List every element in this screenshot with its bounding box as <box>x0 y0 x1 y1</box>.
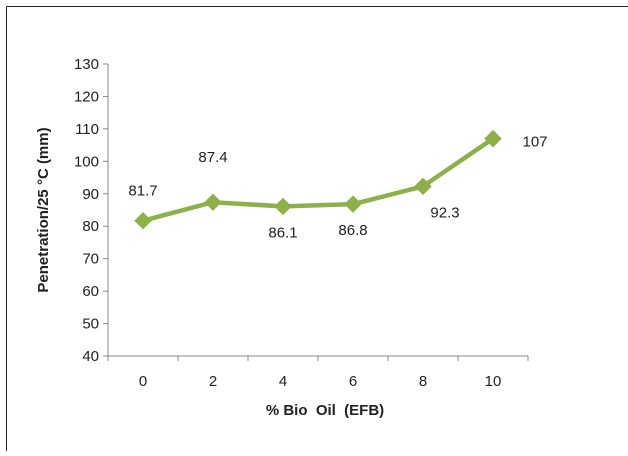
data-label: 92.3 <box>430 204 459 221</box>
x-tick-label: 2 <box>209 373 217 390</box>
data-labels: 81.7 87.4 86.1 86.8 92.3 107 <box>128 134 547 242</box>
data-label: 81.7 <box>128 183 157 200</box>
data-point-marker <box>414 177 432 196</box>
x-tick-label: 4 <box>279 373 287 390</box>
data-point-marker <box>204 193 222 211</box>
axes-group <box>103 63 529 361</box>
y-tick-label: 50 <box>82 316 99 333</box>
y-tick-label: 130 <box>74 56 99 73</box>
x-tick-label: 8 <box>419 373 427 390</box>
x-tick-labels: 0 2 4 6 8 10 <box>139 373 502 390</box>
series-line <box>140 136 496 223</box>
data-label: 87.4 <box>198 149 227 166</box>
data-label: 107 <box>522 134 547 151</box>
y-tick-label: 70 <box>82 251 99 268</box>
y-tick-label: 110 <box>75 121 99 138</box>
data-point-marker <box>344 195 362 213</box>
y-tick-labels: 40 50 60 70 80 90 100 110 120 130 <box>74 56 99 365</box>
y-axis-title: Penetration/25 °C (mm) <box>35 127 52 292</box>
x-tick-label: 0 <box>139 373 147 390</box>
y-tick-label: 90 <box>82 186 99 203</box>
data-point-marker <box>274 197 292 216</box>
y-tick-label: 120 <box>74 88 99 105</box>
y-tick-label: 60 <box>82 283 99 300</box>
data-label: 86.1 <box>268 224 297 241</box>
x-tick-label: 6 <box>349 373 357 390</box>
y-tick-label: 40 <box>82 348 99 365</box>
y-tick-label: 100 <box>74 153 99 170</box>
data-point-marker <box>134 211 152 230</box>
x-tick-label: 10 <box>485 373 502 390</box>
x-axis-title: % Bio Oil (EFB) <box>266 402 384 419</box>
data-label: 86.8 <box>338 222 367 239</box>
y-tick-label: 80 <box>82 218 99 235</box>
data-point-marker <box>484 129 502 148</box>
series-group <box>134 129 502 230</box>
